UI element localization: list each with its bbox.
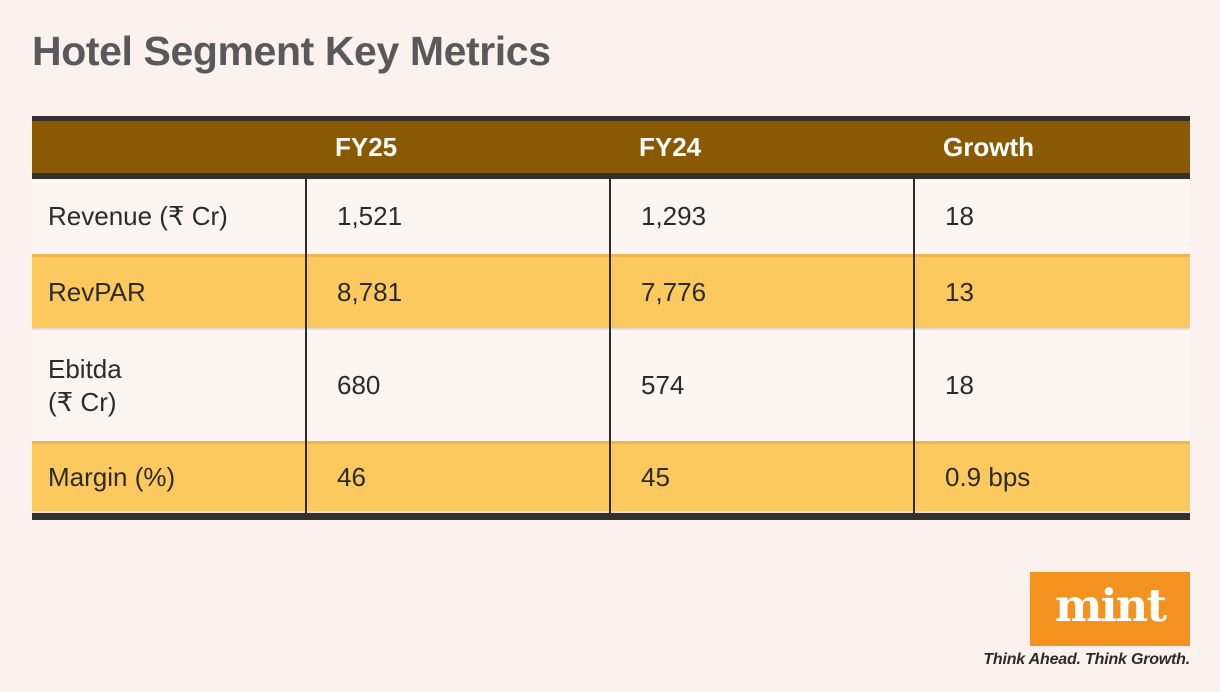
fy25-value-cell: 680 — [305, 330, 609, 441]
table-row: RevPAR 8,781 7,776 13 — [32, 254, 1190, 330]
fy25-value: 46 — [337, 461, 366, 492]
fy24-value-cell: 45 — [609, 441, 913, 513]
page-title: Hotel Segment Key Metrics — [32, 28, 551, 74]
mint-logo: mint — [1030, 572, 1190, 646]
row-label: Ebitda — [48, 353, 122, 384]
fy24-value: 1,293 — [641, 201, 707, 231]
growth-value: 0.9 bps — [945, 461, 1031, 492]
mint-logo-wordmark: mint — [1054, 579, 1167, 632]
row-label-cell: RevPAR — [32, 254, 305, 330]
growth-value-cell: 18 — [913, 179, 1190, 254]
table-header-row: FY25 FY24 Growth — [32, 121, 1190, 179]
growth-value-cell: 18 — [913, 330, 1190, 441]
fy25-value: 680 — [337, 370, 381, 400]
row-label-cell: Revenue (₹ Cr) — [32, 179, 305, 254]
header-cell-fy24: FY24 — [639, 131, 702, 162]
fy25-value: 8,781 — [337, 276, 403, 307]
fy24-value-cell: 1,293 — [609, 179, 913, 254]
fy24-value-cell: 7,776 — [609, 254, 913, 330]
growth-value-cell: 0.9 bps — [913, 441, 1190, 513]
fy25-value-cell: 8,781 — [305, 254, 609, 330]
header-cell-fy25: FY25 — [335, 131, 398, 162]
row-label: Revenue (₹ Cr) — [48, 201, 228, 231]
row-label: RevPAR — [48, 276, 146, 307]
growth-value-cell: 13 — [913, 254, 1190, 330]
fy24-value: 7,776 — [641, 276, 707, 307]
fy24-value: 574 — [641, 370, 685, 400]
growth-value: 18 — [945, 370, 974, 400]
growth-value: 13 — [945, 276, 974, 307]
fy25-value: 1,521 — [337, 201, 403, 231]
metrics-table: FY25 FY24 Growth Revenue (₹ Cr) 1,521 1,… — [32, 116, 1190, 520]
fy24-value: 45 — [641, 461, 670, 492]
fy25-value-cell: 1,521 — [305, 179, 609, 254]
fy24-value-cell: 574 — [609, 330, 913, 441]
row-label-line2: (₹ Cr) — [48, 386, 117, 417]
table-row: Revenue (₹ Cr) 1,521 1,293 18 — [32, 179, 1190, 254]
row-label-cell: Ebitda (₹ Cr) — [32, 330, 305, 441]
table-row: Ebitda (₹ Cr) 680 574 18 — [32, 330, 1190, 441]
row-label: Margin (%) — [48, 461, 176, 492]
table-row: Margin (%) 46 45 0.9 bps — [32, 441, 1190, 513]
row-label-cell: Margin (%) — [32, 441, 305, 513]
fy25-value-cell: 46 — [305, 441, 609, 513]
header-cell-growth: Growth — [943, 131, 1034, 162]
mint-tagline: Think Ahead. Think Growth. — [983, 651, 1190, 668]
growth-value: 18 — [945, 201, 974, 231]
